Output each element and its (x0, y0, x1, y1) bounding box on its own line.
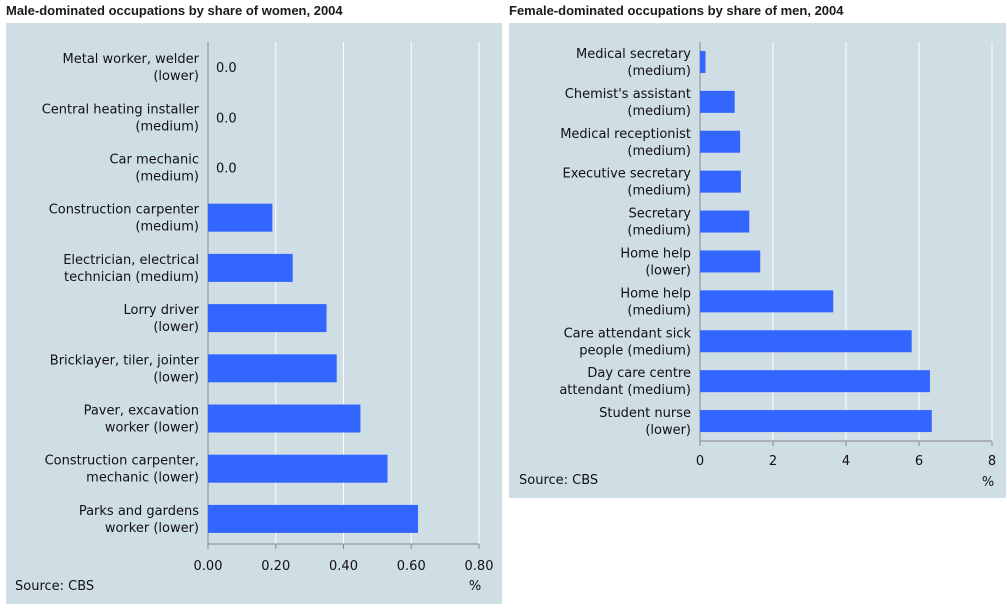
left-category-label: Central heating installer (42, 102, 200, 117)
right-category-label: (medium) (627, 104, 691, 119)
left-category-label: Electrician, electrical (63, 253, 199, 268)
left-source-label: Source: CBS (15, 579, 94, 594)
left-category-label: (lower) (153, 69, 199, 84)
left-category-label: mechanic (lower) (86, 471, 199, 486)
right-tick-label: 4 (842, 454, 850, 469)
left-category-label: (medium) (135, 220, 199, 235)
right-tick-label: 6 (915, 454, 923, 469)
right-bar (700, 210, 750, 233)
left-tick-label: 0.00 (194, 559, 223, 574)
right-category-label: (lower) (645, 423, 691, 438)
left-tick-label: 0.40 (329, 559, 358, 574)
right-category-label: Medical secretary (576, 47, 691, 62)
left-tick-label: 0.60 (397, 559, 426, 574)
right-bar (700, 90, 735, 113)
left-category-label: worker (lower) (105, 521, 199, 536)
right-category-label: (medium) (627, 303, 691, 318)
left-category-label: Bricklayer, tiler, jointer (50, 353, 200, 368)
left-data-label: 0.0 (216, 111, 237, 126)
right-category-label: Executive secretary (562, 167, 691, 182)
right-category-label: Home help (620, 286, 691, 301)
right-bar (700, 130, 741, 153)
left-category-label: (medium) (135, 119, 199, 134)
right-tick-label: 0 (696, 454, 704, 469)
left-bar (208, 203, 273, 232)
right-category-label: (lower) (645, 263, 691, 278)
right-bar (700, 410, 932, 433)
left-tick-label: 0.20 (261, 559, 290, 574)
left-bar (208, 304, 327, 333)
left-category-label: worker (lower) (105, 421, 199, 436)
left-category-label: Construction carpenter (49, 203, 200, 218)
right-bar (700, 170, 741, 193)
right-tick-label: 2 (769, 454, 777, 469)
left-chart-title: Male-dominated occupations by share of w… (6, 3, 343, 18)
left-bar (208, 454, 388, 483)
left-category-label: technician (medium) (64, 270, 199, 285)
right-bar (700, 50, 706, 73)
right-category-label: Secretary (628, 207, 691, 222)
left-bar (208, 354, 337, 383)
right-category-label: (medium) (627, 224, 691, 239)
left-bar (208, 404, 361, 433)
right-category-label: Day care centre (587, 366, 691, 381)
right-category-label: Medical receptionist (560, 127, 691, 142)
left-data-label: 0.0 (216, 162, 237, 177)
right-category-label: Care attendant sick (564, 326, 692, 341)
right-category-label: (medium) (627, 64, 691, 79)
right-category-label: attendant (medium) (559, 383, 691, 398)
left-category-label: (lower) (153, 320, 199, 335)
right-category-label: (medium) (627, 144, 691, 159)
left-category-label: Metal worker, welder (63, 52, 200, 67)
left-category-label: Paver, excavation (84, 404, 199, 419)
right-category-label: (medium) (627, 184, 691, 199)
left-category-label: (lower) (153, 370, 199, 385)
left-bar (208, 253, 293, 282)
right-category-label: Home help (620, 246, 691, 261)
right-category-label: people (medium) (579, 343, 691, 358)
right-bar (700, 330, 912, 353)
right-category-label: Chemist's assistant (565, 87, 691, 102)
right-chart-title: Female-dominated occupations by share of… (509, 3, 844, 18)
right-category-label: Student nurse (599, 406, 691, 421)
right-bar (700, 250, 761, 273)
right-tick-label: 8 (988, 454, 996, 469)
left-category-label: Construction carpenter, (45, 454, 199, 469)
left-category-label: Parks and gardens (79, 504, 199, 519)
right-unit-label: % (982, 475, 994, 490)
left-category-label: (medium) (135, 170, 199, 185)
left-bar (208, 504, 419, 533)
left-unit-label: % (469, 579, 481, 594)
right-bar (700, 290, 834, 313)
left-data-label: 0.0 (216, 61, 237, 76)
right-bar (700, 370, 930, 393)
left-tick-label: 0.80 (465, 559, 494, 574)
right-source-label: Source: CBS (519, 473, 598, 488)
left-category-label: Car mechanic (109, 153, 199, 168)
left-category-label: Lorry driver (124, 303, 200, 318)
